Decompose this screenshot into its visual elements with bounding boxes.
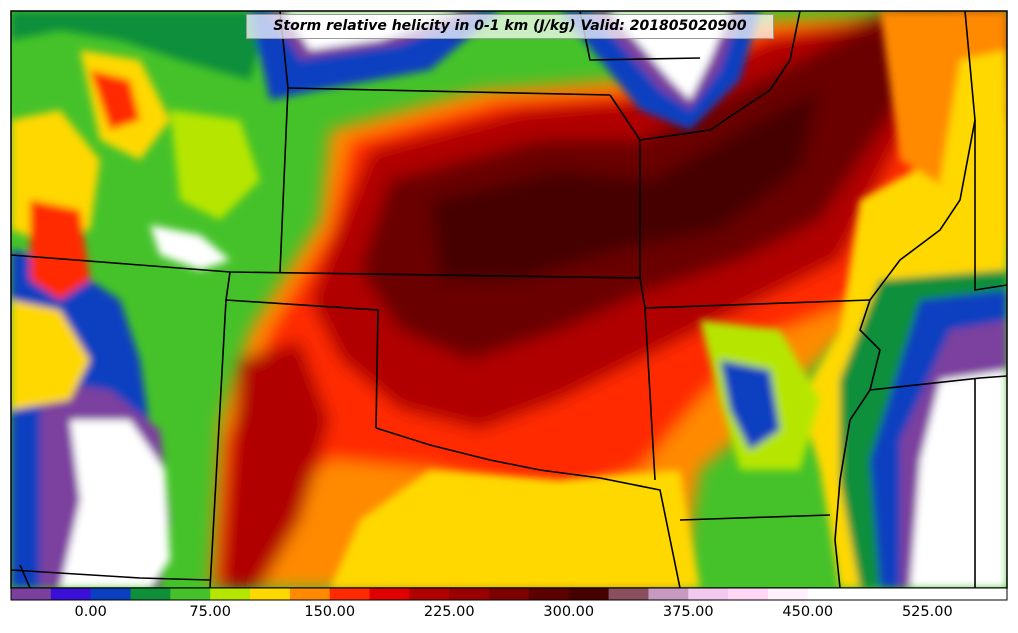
map-title: Storm relative helicity in 0-1 km (J/kg)… xyxy=(246,14,774,39)
colorbar-swatch xyxy=(250,588,291,600)
colorbar-swatch xyxy=(688,588,729,600)
colorbar-swatch xyxy=(170,588,211,600)
colorbar-swatch xyxy=(489,588,530,600)
colorbar-tick-label: 300.00 xyxy=(543,604,595,620)
colorbar-tick-label: 525.00 xyxy=(901,604,953,620)
colorbar-swatch xyxy=(11,588,52,600)
colorbar-swatch xyxy=(847,588,888,600)
colorbar-swatch xyxy=(887,588,928,600)
colorbar-swatch xyxy=(608,588,649,600)
colorbar-swatch xyxy=(90,588,132,600)
colorbar-swatch xyxy=(648,588,689,600)
colorbar-swatch xyxy=(449,588,490,600)
colorbar-swatch xyxy=(50,588,92,600)
colorbar-tick-label: 0.00 xyxy=(74,604,107,620)
colorbar-swatch xyxy=(927,588,968,600)
colorbar-tick-label: 450.00 xyxy=(782,604,834,620)
colorbar-swatch xyxy=(767,588,809,600)
colorbar-swatch xyxy=(210,588,251,600)
colorbar-swatch xyxy=(130,588,171,600)
colorbar-swatch xyxy=(568,588,610,600)
colorbar-tick-label: 225.00 xyxy=(423,604,475,620)
colorbar-tick-label: 150.00 xyxy=(304,604,356,620)
colorbar-swatch xyxy=(807,588,849,600)
colorbar-swatch xyxy=(329,588,371,600)
colorbar-swatch xyxy=(528,588,570,600)
colorbar-swatch xyxy=(289,588,331,600)
colorbar-swatch xyxy=(369,588,410,600)
state-borders xyxy=(11,11,1007,588)
colorbar-swatch xyxy=(728,588,769,600)
colorbar-tick-label: 375.00 xyxy=(662,604,714,620)
colorbar-swatch xyxy=(967,588,1008,600)
map-field xyxy=(11,11,1007,588)
colorbar-tick-label: 75.00 xyxy=(189,604,231,620)
colorbar-swatch xyxy=(409,588,450,600)
colorbar xyxy=(11,588,1008,600)
